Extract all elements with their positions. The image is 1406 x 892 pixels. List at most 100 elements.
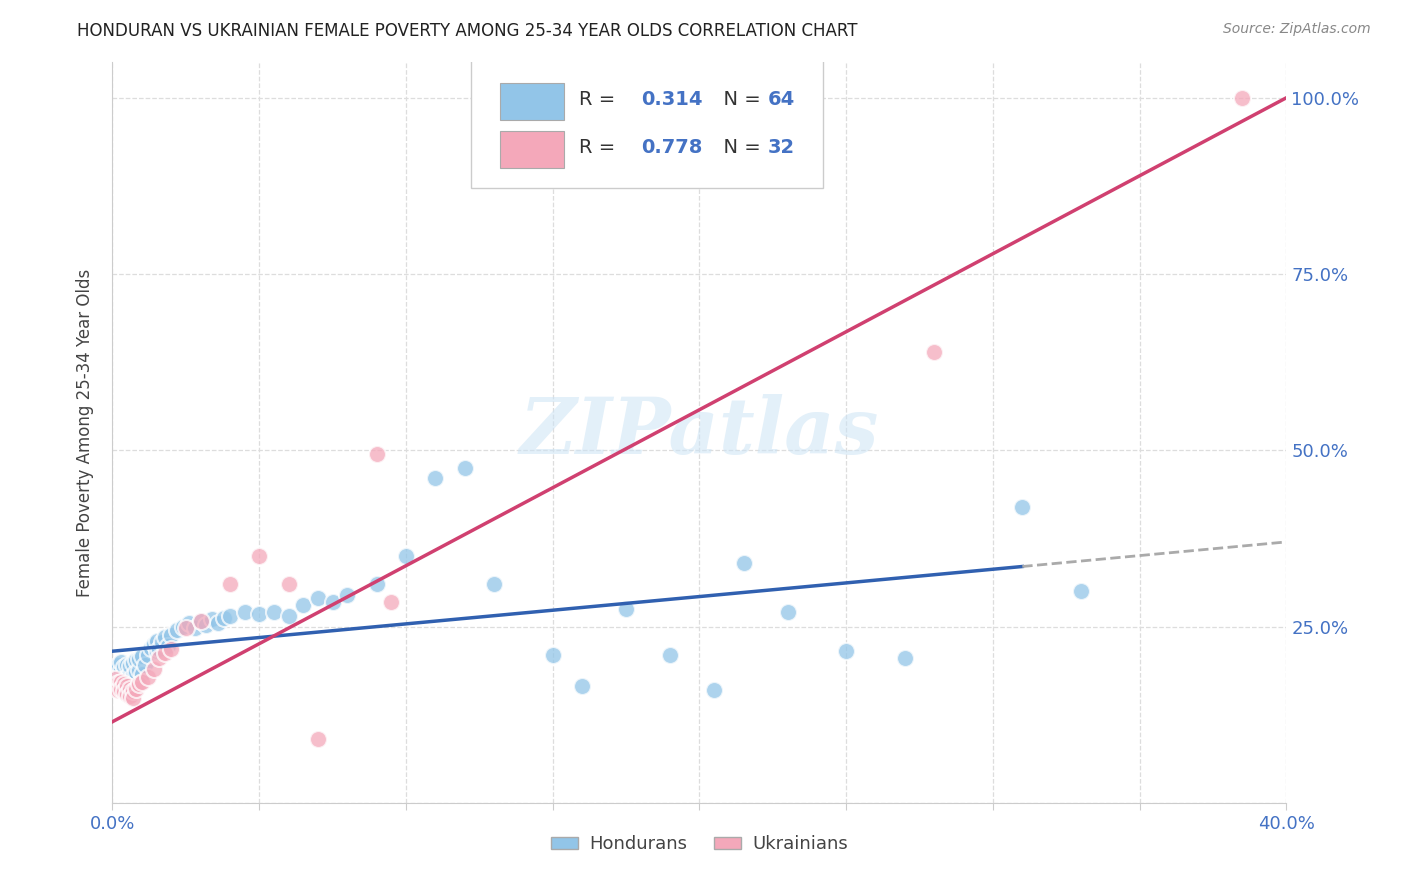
Point	[142, 637, 165, 651]
Point	[122, 656, 145, 670]
Point	[1011, 500, 1033, 514]
Point	[107, 683, 129, 698]
Point	[924, 344, 946, 359]
Point	[131, 667, 153, 681]
Point	[120, 666, 142, 681]
Point	[541, 648, 564, 662]
Bar	[501, 83, 564, 120]
Point	[107, 658, 129, 673]
Point	[453, 461, 475, 475]
Point	[131, 674, 153, 689]
Point	[190, 614, 212, 628]
Point	[112, 667, 135, 681]
Point	[104, 673, 127, 687]
Point	[1070, 584, 1092, 599]
Point	[148, 642, 170, 657]
Point	[110, 681, 132, 696]
Point	[322, 595, 344, 609]
Text: HONDURAN VS UKRAINIAN FEMALE POVERTY AMONG 25-34 YEAR OLDS CORRELATION CHART: HONDURAN VS UKRAINIAN FEMALE POVERTY AMO…	[77, 22, 858, 40]
Point	[1232, 91, 1254, 105]
Point	[482, 577, 505, 591]
Point	[115, 680, 138, 694]
Point	[112, 660, 135, 674]
Point	[134, 657, 156, 672]
Point	[145, 633, 167, 648]
Point	[122, 684, 145, 698]
Point	[110, 655, 132, 669]
Point	[142, 662, 165, 676]
Point	[366, 447, 388, 461]
Text: 64: 64	[768, 90, 794, 109]
Point	[174, 621, 197, 635]
Point	[125, 653, 148, 667]
Point	[128, 663, 150, 677]
Point	[104, 665, 127, 680]
Point	[122, 691, 145, 706]
Point	[336, 588, 359, 602]
Point	[136, 648, 159, 662]
Point	[131, 649, 153, 664]
Text: Source: ZipAtlas.com: Source: ZipAtlas.com	[1223, 22, 1371, 37]
Text: R =: R =	[578, 138, 621, 157]
Point	[219, 609, 242, 624]
Point	[776, 606, 799, 620]
Point	[150, 635, 173, 649]
Text: 0.778: 0.778	[641, 138, 702, 157]
Text: ZIPatlas: ZIPatlas	[520, 394, 879, 471]
Point	[263, 606, 285, 620]
Point	[292, 599, 315, 613]
Point	[212, 611, 235, 625]
Point	[659, 648, 682, 662]
Point	[166, 623, 188, 637]
Point	[277, 609, 299, 624]
Point	[277, 577, 299, 591]
Point	[177, 615, 200, 630]
Legend: Hondurans, Ukrainians: Hondurans, Ukrainians	[544, 828, 855, 861]
Point	[120, 689, 142, 703]
Point	[160, 628, 183, 642]
FancyBboxPatch shape	[471, 59, 823, 188]
Point	[195, 618, 218, 632]
Point	[107, 676, 129, 690]
Point	[395, 549, 418, 563]
Point	[136, 670, 159, 684]
Point	[112, 677, 135, 691]
Point	[128, 677, 150, 691]
Point	[115, 670, 138, 684]
Point	[894, 651, 917, 665]
Point	[115, 657, 138, 672]
Point	[247, 607, 270, 621]
Point	[571, 680, 593, 694]
Point	[120, 681, 142, 696]
Text: R =: R =	[578, 90, 621, 109]
Point	[125, 681, 148, 696]
Text: N =: N =	[711, 90, 768, 109]
Point	[835, 644, 858, 658]
Point	[120, 659, 142, 673]
Point	[148, 651, 170, 665]
Point	[190, 614, 212, 628]
Text: N =: N =	[711, 138, 768, 157]
Point	[110, 663, 132, 677]
Point	[139, 640, 162, 655]
Point	[307, 591, 329, 606]
Point	[128, 652, 150, 666]
Point	[366, 577, 388, 591]
Point	[157, 640, 180, 654]
Text: 0.314: 0.314	[641, 90, 702, 109]
Point	[115, 686, 138, 700]
Point	[247, 549, 270, 563]
Point	[155, 630, 177, 644]
Point	[201, 612, 224, 626]
Point	[307, 732, 329, 747]
Point	[160, 642, 183, 657]
Point	[703, 683, 725, 698]
Point	[183, 621, 205, 635]
Point	[380, 595, 402, 609]
Point	[614, 602, 637, 616]
Bar	[501, 131, 564, 169]
Point	[145, 644, 167, 658]
Y-axis label: Female Poverty Among 25-34 Year Olds: Female Poverty Among 25-34 Year Olds	[76, 268, 94, 597]
Point	[122, 669, 145, 683]
Point	[733, 556, 755, 570]
